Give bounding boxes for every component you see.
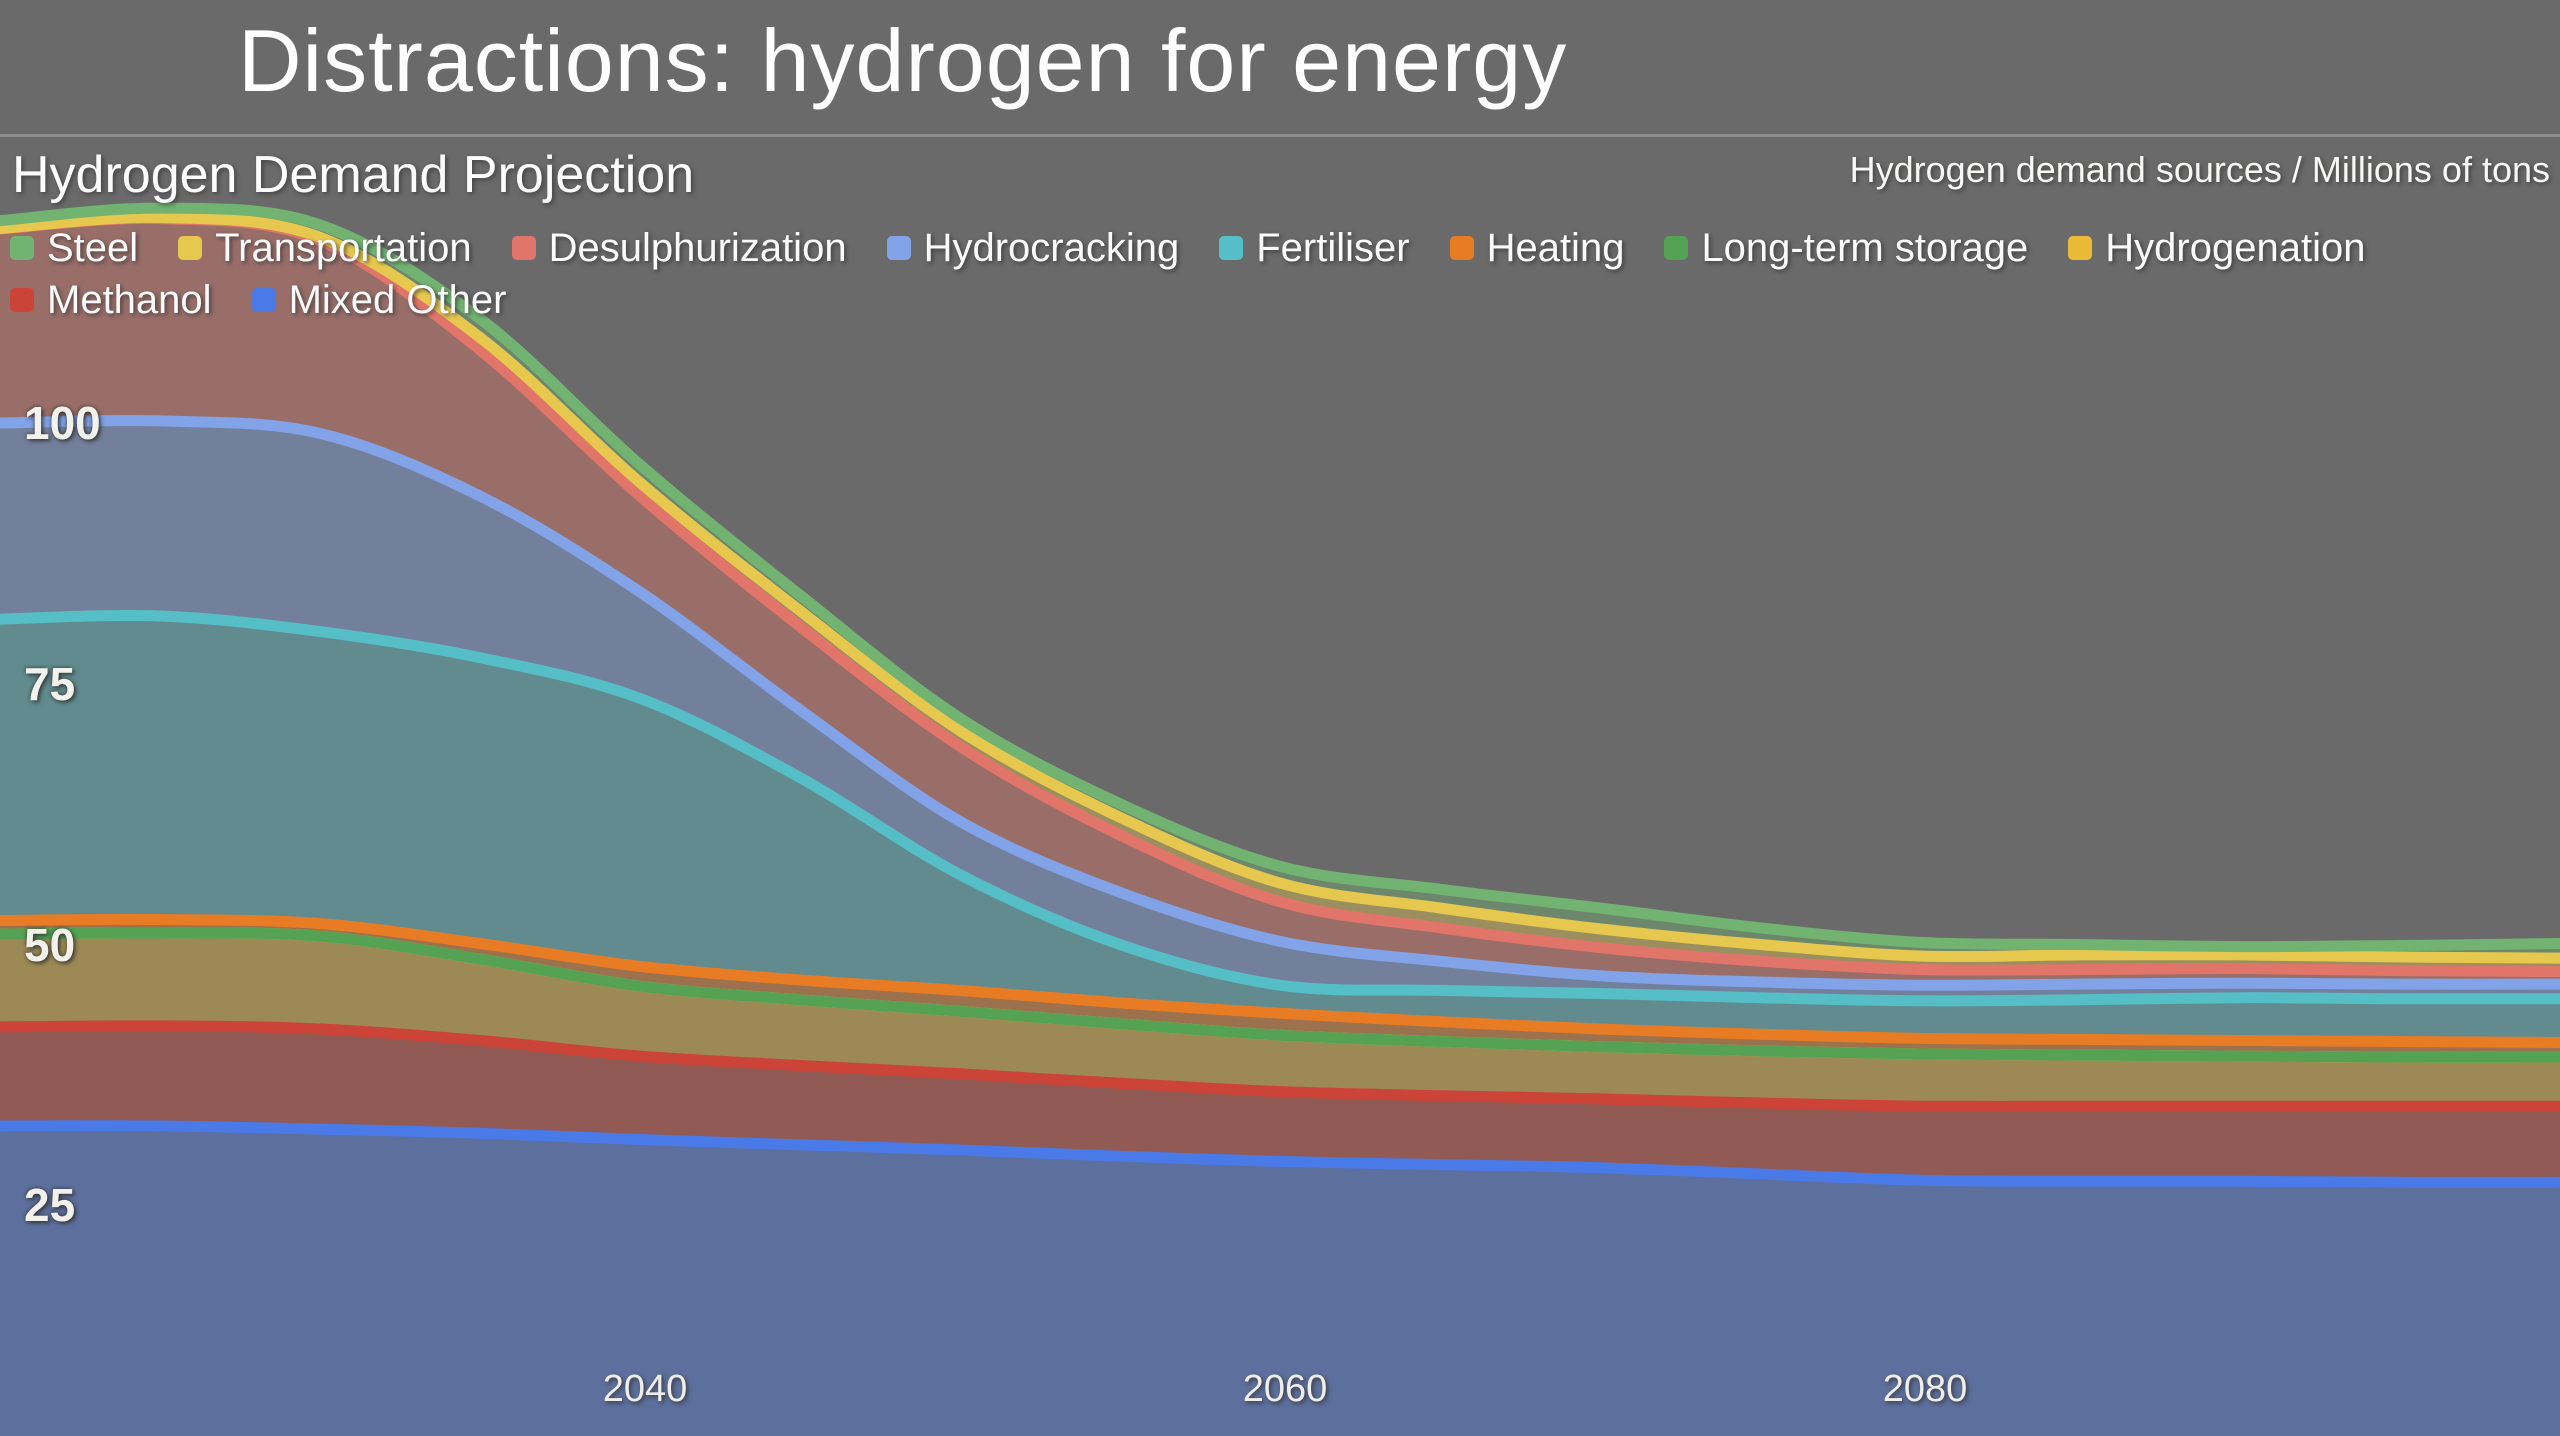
x-tick-2080: 2080	[1882, 1368, 1968, 1410]
x-tick-2040: 2040	[602, 1368, 688, 1410]
legend-item-hydrocracking: Hydrocracking	[886, 225, 1180, 271]
legend-item-mixed_other: Mixed Other	[251, 277, 507, 323]
chart-area: Hydrogen Demand Projection Hydrogen dema…	[0, 137, 2560, 1436]
legend-label: Long-term storage	[1701, 225, 2029, 270]
page-title: Distractions: hydrogen for energy	[238, 11, 1568, 110]
chart-unit-label: Hydrogen demand sources / Millions of to…	[1849, 149, 2550, 190]
x-tick-2060: 2060	[1242, 1368, 1328, 1410]
fertiliser-swatch-icon	[1219, 236, 1244, 260]
mixed_other-line	[0, 1120, 2560, 1188]
legend-row-1: Steel Transportation Desulphurization Hydro…	[10, 222, 2555, 274]
legend: Steel Transportation Desulphurization Hydro…	[10, 222, 2555, 326]
desulphurization-swatch-icon	[511, 236, 536, 260]
legend-label: Transportation	[215, 225, 472, 270]
hydrocracking-line	[0, 414, 2560, 991]
legend-item-steel: Steel	[10, 226, 138, 271]
methanol-line	[0, 1020, 2560, 1112]
legend-label: Methanol	[47, 277, 212, 322]
desulphurization-line	[0, 212, 2560, 978]
legend-item-methanol: Methanol	[10, 278, 212, 323]
title-bar: Distractions: hydrogen for energy	[0, 0, 2560, 134]
y-tick-25: 25	[24, 1179, 76, 1232]
heating-swatch-icon	[1449, 236, 1474, 260]
methanol-swatch-icon	[10, 288, 34, 312]
legend-label: Steel	[47, 225, 139, 270]
long_term_storage-line	[0, 927, 2560, 1063]
legend-item-transportation: Transportation	[178, 225, 472, 271]
legend-label: Hydrogenation	[2105, 225, 2366, 270]
transportation-line	[0, 211, 2560, 964]
hydrogenation-swatch-icon	[2068, 236, 2093, 260]
hydrocracking-band	[0, 420, 2560, 1001]
hydrogenation-band	[0, 932, 2560, 1107]
mixed_other-swatch-icon	[251, 288, 276, 312]
y-tick-50: 50	[24, 918, 76, 971]
transportation-swatch-icon	[178, 236, 203, 260]
y-tick-75: 75	[24, 657, 76, 710]
legend-item-long_term_storage: Long-term storage	[1664, 226, 2028, 271]
y-tick-100: 100	[24, 397, 101, 449]
legend-label: Fertiliser	[1256, 225, 1410, 270]
chart-title: Hydrogen Demand Projection	[12, 146, 695, 204]
hydrocracking-swatch-icon	[886, 236, 911, 260]
fertiliser-line	[0, 609, 2560, 1007]
legend-label: Hydrocracking	[923, 225, 1180, 270]
title-separator	[0, 134, 2560, 137]
long_term_storage-swatch-icon	[1664, 236, 1689, 260]
legend-item-heating: Heating	[1449, 225, 1625, 271]
fertiliser-band	[0, 615, 2560, 1043]
legend-row-2: Methanol Mixed Other	[10, 274, 2555, 326]
methanol-band	[0, 1025, 2560, 1183]
legend-item-desulphurization: Desulphurization	[511, 225, 847, 271]
legend-label: Mixed Other	[288, 277, 507, 322]
steel-swatch-icon	[10, 236, 34, 260]
steel-line	[0, 202, 2560, 953]
legend-item-fertiliser: Fertiliser	[1219, 225, 1410, 271]
legend-label: Heating	[1486, 225, 1625, 270]
heating-line	[0, 913, 2560, 1048]
legend-label: Desulphurization	[548, 225, 847, 270]
mixed_other-band	[0, 1125, 2560, 1436]
legend-item-hydrogenation: Hydrogenation	[2068, 226, 2365, 271]
